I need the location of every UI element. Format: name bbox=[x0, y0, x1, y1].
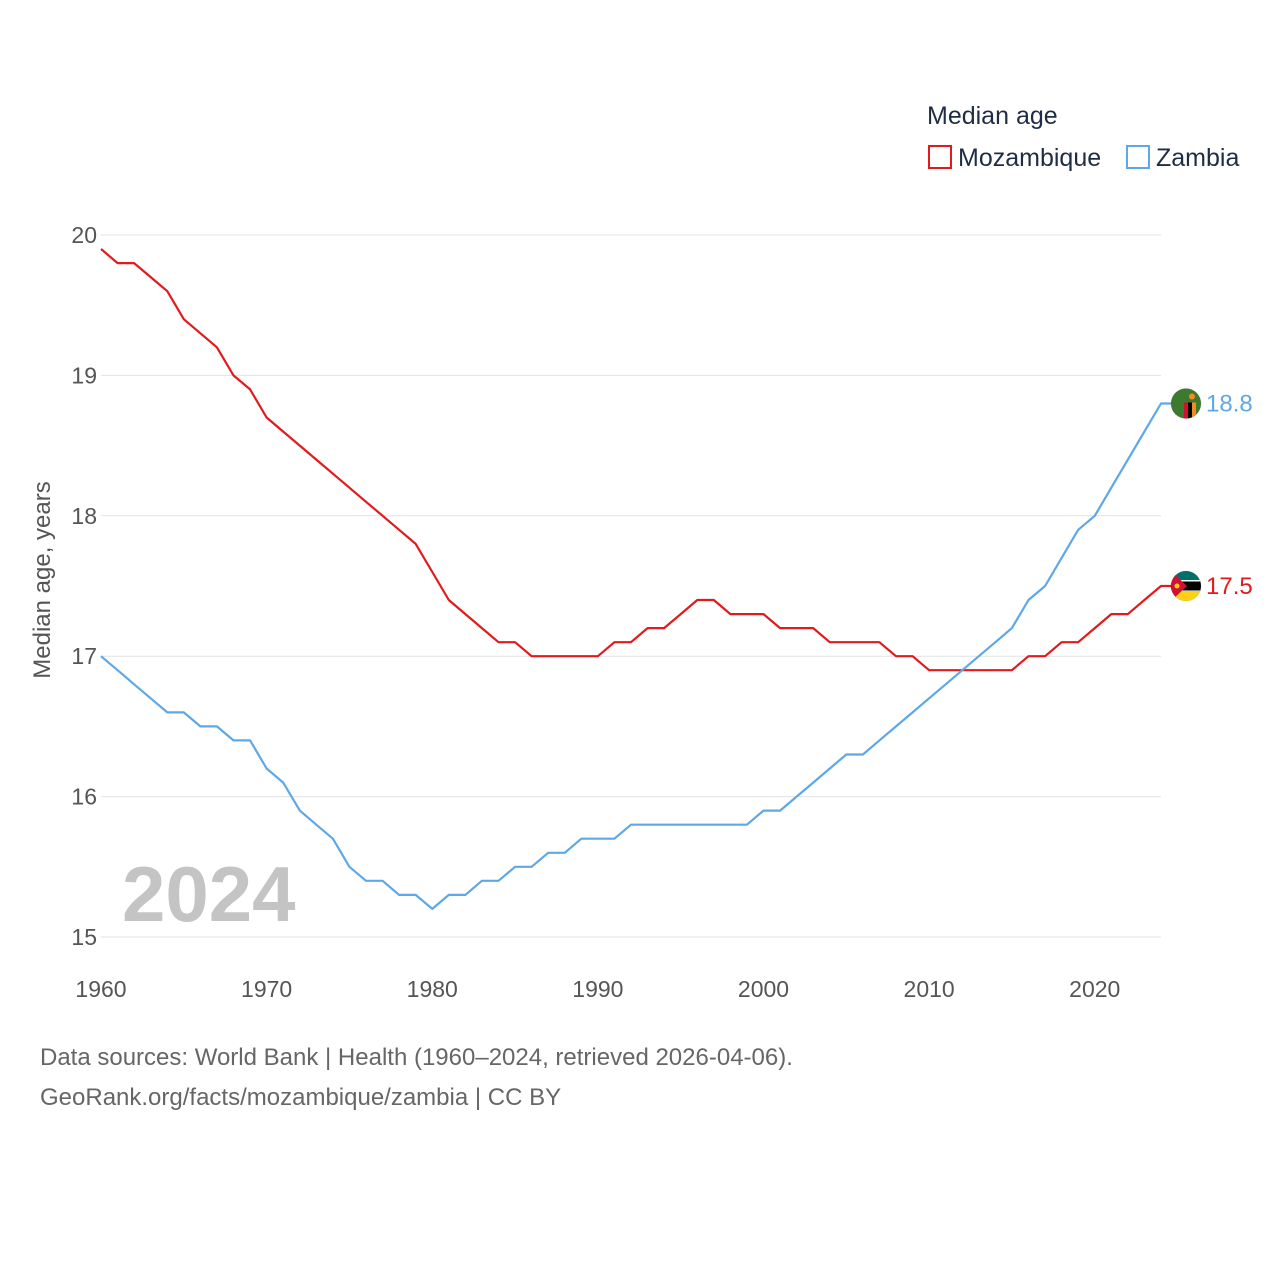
x-tick-label: 1960 bbox=[75, 976, 126, 1002]
data-sources-note: Data sources: World Bank | Health (1960–… bbox=[40, 1044, 793, 1071]
series-lines bbox=[100, 248, 1175, 911]
x-tick-label: 2010 bbox=[904, 976, 955, 1002]
y-axis-label: Median age, years bbox=[29, 481, 56, 678]
y-tick-label: 18 bbox=[71, 503, 97, 529]
grid-lines bbox=[101, 234, 1161, 938]
x-axis-ticks: 1960 1970 1980 1990 2000 2010 2020 bbox=[75, 976, 1120, 1002]
y-tick-label: 15 bbox=[71, 924, 97, 950]
x-tick-label: 1990 bbox=[572, 976, 623, 1002]
legend-swatch-zambia bbox=[1126, 145, 1150, 169]
x-tick-label: 1970 bbox=[241, 976, 292, 1002]
x-tick-label: 1980 bbox=[407, 976, 458, 1002]
legend-title: Median age bbox=[927, 102, 1058, 130]
end-value-label-mozambique: 17.5 bbox=[1206, 573, 1253, 600]
x-tick-label: 2020 bbox=[1069, 976, 1120, 1002]
zambia-flag-icon bbox=[1170, 387, 1202, 419]
series-line-zambia[interactable] bbox=[100, 402, 1175, 911]
legend-item-mozambique[interactable]: Mozambique bbox=[928, 144, 1101, 172]
year-watermark: 2024 bbox=[122, 850, 296, 938]
legend-label-zambia: Zambia bbox=[1156, 144, 1239, 172]
y-tick-label: 17 bbox=[71, 643, 97, 669]
y-tick-label: 20 bbox=[71, 222, 97, 248]
mozambique-flag-icon bbox=[1170, 570, 1202, 602]
legend-label-mozambique: Mozambique bbox=[958, 144, 1101, 172]
series-line-mozambique[interactable] bbox=[100, 248, 1175, 672]
y-tick-label: 19 bbox=[71, 362, 97, 388]
end-value-label-zambia: 18.8 bbox=[1206, 390, 1253, 417]
x-tick-label: 2000 bbox=[738, 976, 789, 1002]
legend: Median age Mozambique Zambia bbox=[927, 102, 1239, 172]
y-tick-label: 16 bbox=[71, 784, 97, 810]
legend-swatch-mozambique bbox=[928, 145, 952, 169]
legend-item-zambia[interactable]: Zambia bbox=[1126, 144, 1239, 172]
series-end-markers: 17.5 18.8 bbox=[1170, 387, 1253, 602]
y-axis-ticks: 15 16 17 18 19 20 bbox=[71, 222, 97, 950]
source-link[interactable]: GeoRank.org/facts/mozambique/zambia | CC… bbox=[40, 1084, 562, 1111]
line-chart: 15 16 17 18 19 20 1960 1970 1980 1990 2000 2010 202… bbox=[29, 102, 1253, 1002]
